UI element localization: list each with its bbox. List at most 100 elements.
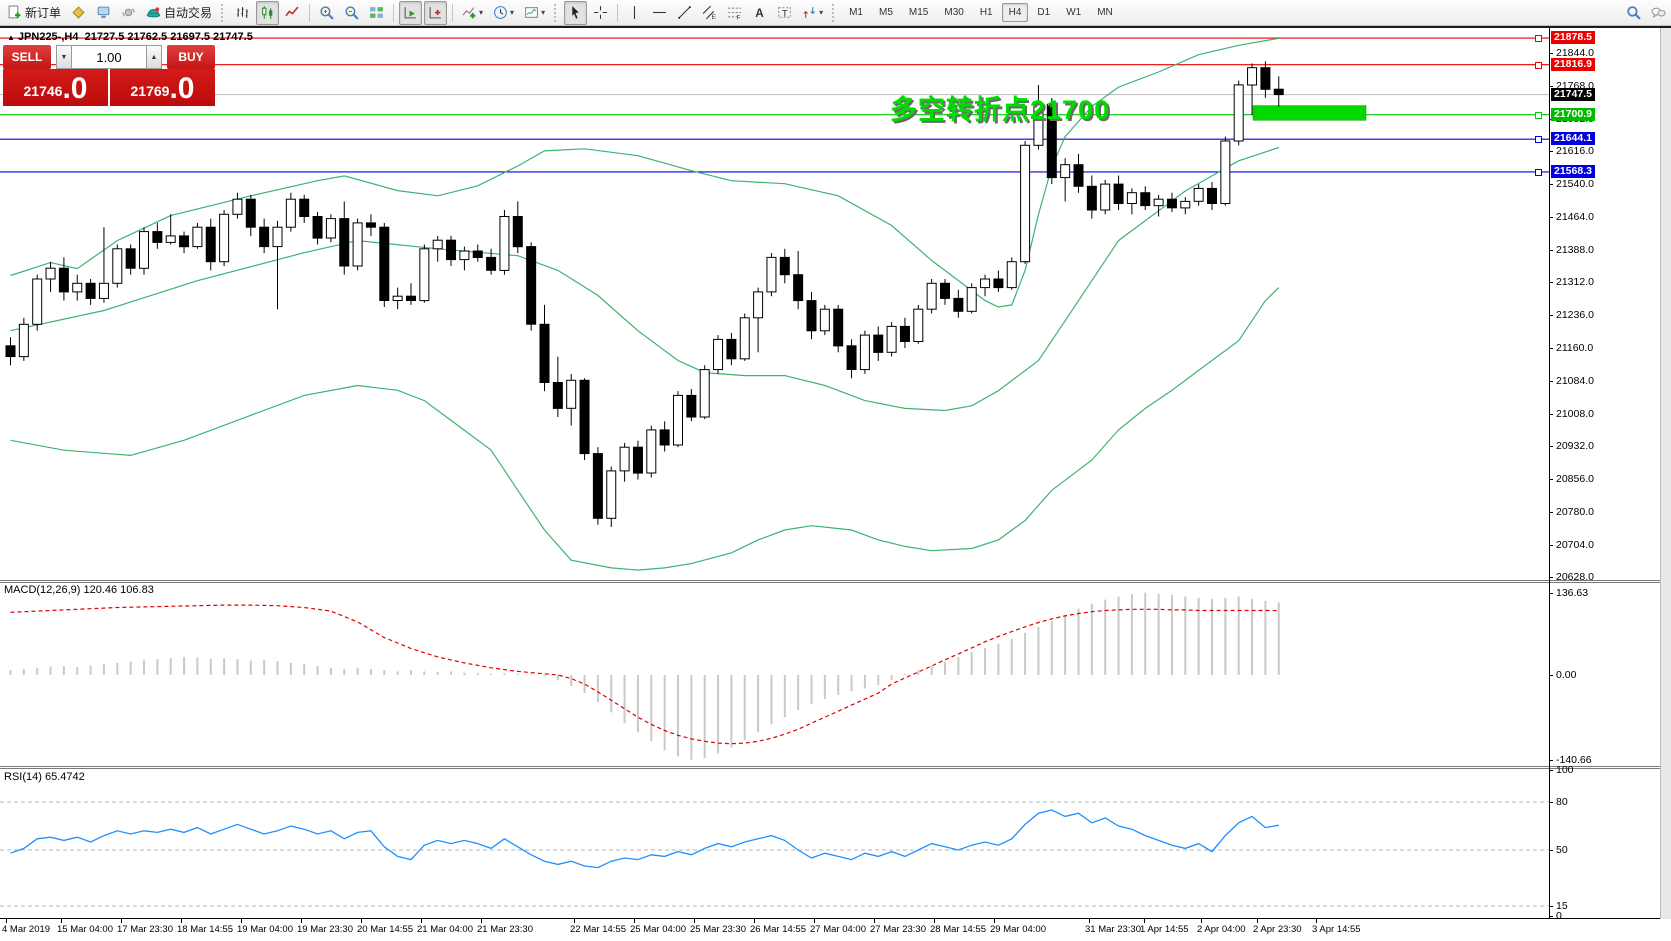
vertical-line-tool[interactable] — [623, 1, 646, 25]
line-chart-button[interactable] — [281, 1, 304, 25]
price-axis-tick — [1549, 151, 1553, 152]
symbol-period-label: JPN225-,H4 — [17, 31, 79, 43]
line-anchor-marker[interactable] — [1535, 169, 1542, 176]
timeframe-d1-button[interactable]: D1 — [1037, 7, 1051, 18]
svg-text:T: T — [782, 8, 788, 19]
time-axis-tick — [361, 919, 362, 923]
tile-windows-button[interactable] — [365, 1, 388, 25]
auto-trading-button[interactable]: 自动交易 — [142, 1, 216, 25]
text-tool[interactable]: A — [748, 1, 771, 25]
time-axis-tick — [481, 919, 482, 923]
text-label-tool[interactable]: T — [773, 1, 796, 25]
trendline-tool[interactable] — [673, 1, 696, 25]
signals-icon — [122, 8, 135, 17]
terminal-button[interactable] — [92, 1, 115, 25]
sell-button[interactable]: SELL — [3, 45, 51, 69]
panel-separator[interactable] — [0, 580, 1660, 583]
trendline-icon — [678, 6, 692, 19]
chat-icon — [1651, 7, 1666, 18]
price-axis-label: 20856.0 — [1556, 473, 1594, 485]
line-anchor-marker[interactable] — [1535, 112, 1542, 119]
time-axis-label: 3 Apr 14:55 — [1312, 924, 1361, 935]
line-anchor-marker[interactable] — [1535, 35, 1542, 42]
time-axis-label: 1 Apr 14:55 — [1140, 924, 1189, 935]
timeframe-m15-button[interactable]: M15 — [908, 7, 929, 18]
arrows-tool[interactable]: ▾ — [798, 1, 827, 25]
time-axis-tick — [1144, 919, 1145, 923]
price-axis-tick — [1549, 315, 1553, 316]
timeframe-m30-button[interactable]: M30 — [944, 7, 964, 18]
macd-axis-label: 136.63 — [1556, 587, 1589, 599]
fibonacci-tool[interactable]: F — [723, 1, 746, 25]
new-order-button[interactable]: 新订单 — [3, 1, 65, 25]
cursor-tool-button[interactable] — [564, 0, 588, 25]
zoom-out-button[interactable] — [340, 1, 363, 25]
timeframe-h4-button[interactable]: H4 — [1001, 3, 1029, 22]
ask-pip-digits: .0 — [169, 72, 195, 105]
periods-button[interactable]: ▾ — [489, 1, 518, 25]
volume-increase-button[interactable]: ▲ — [146, 45, 162, 69]
rsi-axis-tick — [1549, 916, 1553, 917]
bid-main-digits: 21746 — [23, 83, 63, 99]
time-axis-tick — [994, 919, 995, 923]
line-anchor-marker[interactable] — [1535, 62, 1542, 69]
price-axis-label: 20704.0 — [1556, 539, 1594, 551]
time-axis-label: 25 Mar 23:30 — [690, 924, 746, 935]
crosshair-tool-button[interactable] — [589, 1, 612, 25]
channel-icon: E — [702, 5, 716, 20]
time-axis-label: 26 Mar 14:55 — [750, 924, 806, 935]
new-chart-button[interactable] — [67, 1, 90, 25]
bid-price[interactable]: 21746.0 — [3, 69, 108, 106]
chart-shift-button[interactable] — [424, 0, 448, 25]
timeframe-mn-button[interactable]: MN — [1097, 7, 1113, 18]
rsi-axis-tick — [1549, 770, 1553, 771]
rsi-axis-tick — [1549, 802, 1553, 803]
time-axis-tick — [1257, 919, 1258, 923]
timeframe-m1-button[interactable]: M1 — [849, 7, 863, 18]
horizontal-line-tool[interactable] — [648, 1, 671, 25]
chart-text-annotation[interactable]: 多空转折点21700 — [890, 95, 1111, 125]
ask-price[interactable]: 21769.0 — [110, 69, 215, 106]
chart-shift-icon — [429, 7, 441, 19]
zoom-in-button[interactable] — [315, 1, 338, 25]
time-axis-tick — [6, 919, 7, 923]
macd-axis-label: 0.00 — [1556, 669, 1577, 681]
timeframe-h1-button[interactable]: H1 — [979, 7, 993, 18]
indicators-button[interactable]: ▾ — [458, 1, 487, 25]
templates-button[interactable]: ▾ — [520, 1, 549, 25]
chevron-down-icon: ▾ — [510, 8, 515, 17]
rsi-axis-tick — [1549, 850, 1553, 851]
price-line-label: 21568.3 — [1551, 165, 1595, 178]
timeframe-m5-button[interactable]: M5 — [879, 7, 893, 18]
buy-button[interactable]: BUY — [167, 45, 215, 69]
candlestick-chart-button[interactable] — [256, 0, 280, 25]
auto-scroll-button[interactable] — [399, 0, 423, 25]
symbol-search-button[interactable] — [1622, 1, 1645, 25]
time-axis-label: 29 Mar 04:00 — [990, 924, 1046, 935]
volume-field[interactable]: 1.00 — [72, 45, 146, 69]
chevron-down-icon: ▾ — [541, 8, 546, 17]
chart-window[interactable]: ▲ JPN225-,H4 21727.5 21762.5 21697.5 2174… — [0, 28, 1671, 941]
price-line-label: 21816.9 — [1551, 58, 1595, 71]
volume-decrease-button[interactable]: ▼ — [56, 45, 72, 69]
time-axis-label: 15 Mar 04:00 — [57, 924, 113, 935]
time-axis-tick — [241, 919, 242, 923]
new-order-icon — [8, 5, 21, 19]
channel-tool[interactable]: E — [698, 1, 721, 25]
price-axis-tick — [1549, 577, 1553, 578]
time-axis-label: 25 Mar 04:00 — [630, 924, 686, 935]
price-chart[interactable] — [0, 28, 1549, 941]
toolbar-separator — [393, 3, 395, 22]
periods-clock-icon — [494, 6, 507, 19]
price-axis-label: 21388.0 — [1556, 244, 1594, 256]
signals-button[interactable] — [117, 1, 140, 25]
time-axis-label: 2 Apr 04:00 — [1197, 924, 1246, 935]
candlestick-icon — [262, 6, 273, 19]
timeframe-w1-button[interactable]: W1 — [1066, 7, 1082, 18]
chat-button[interactable] — [1647, 1, 1670, 25]
line-anchor-marker[interactable] — [1535, 136, 1542, 143]
time-axis[interactable]: 4 Mar 2019 15 Mar 04:00 17 Mar 23:30 18 Mar… — [0, 919, 1671, 941]
bar-chart-button[interactable] — [231, 1, 254, 25]
price-axis-tick — [1549, 282, 1553, 283]
panel-separator[interactable] — [0, 766, 1660, 769]
